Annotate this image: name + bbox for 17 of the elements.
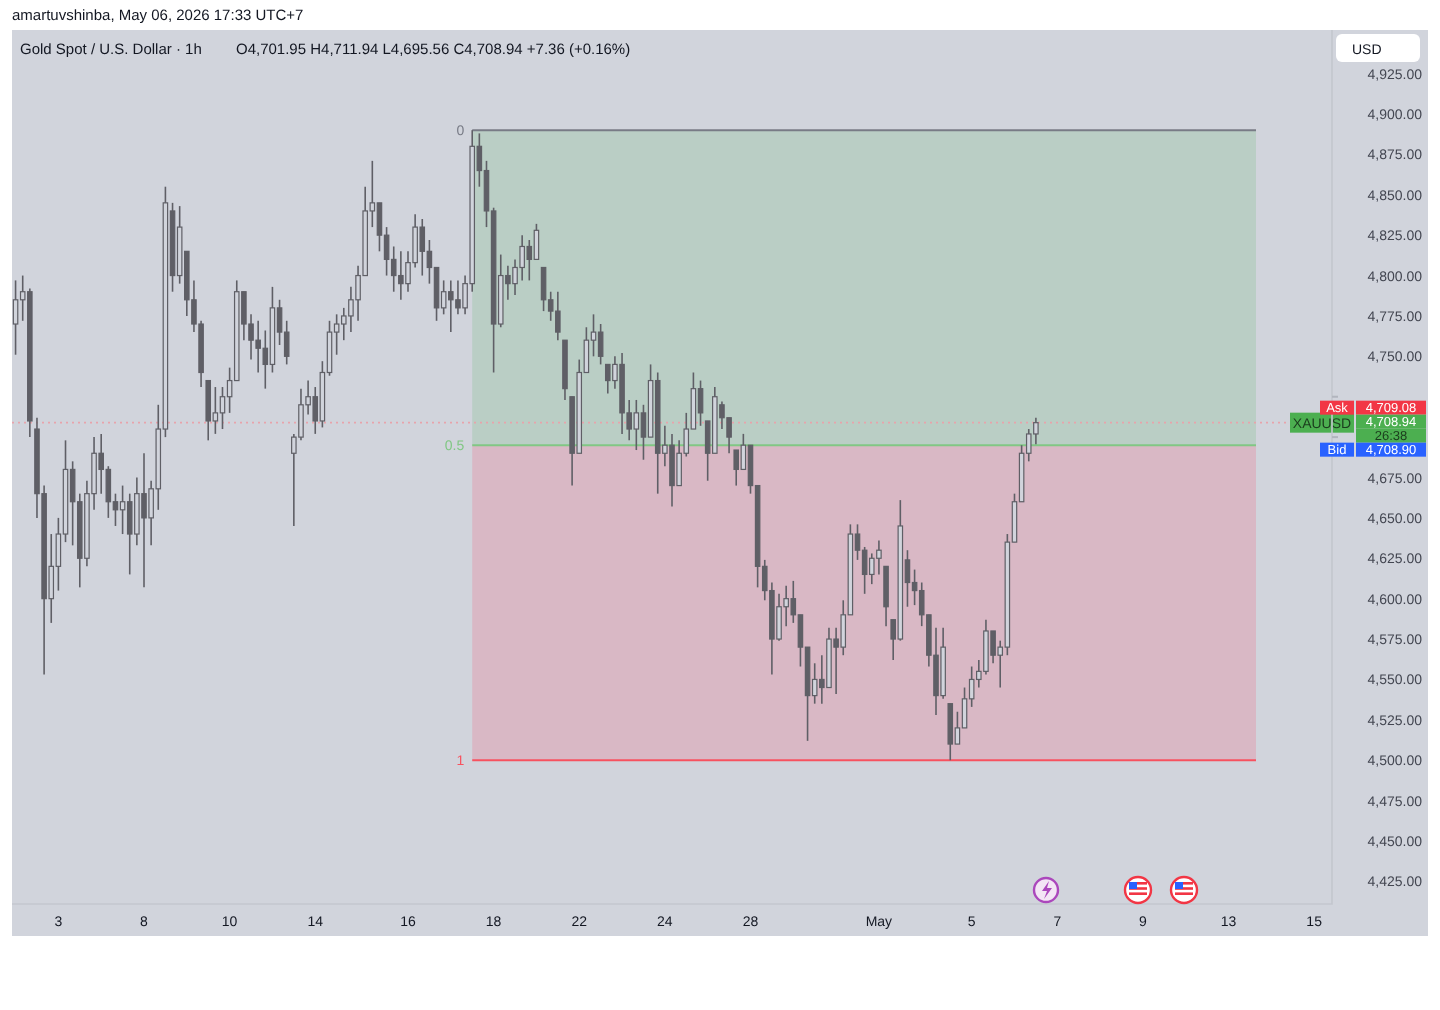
candlestick: [947, 702, 954, 762]
candlestick: [219, 386, 226, 430]
candlestick: [597, 323, 604, 366]
candlestick: [604, 363, 611, 395]
candlestick: [376, 202, 383, 253]
candlestick: [697, 379, 704, 427]
candlestick: [126, 492, 133, 576]
candlestick: [776, 593, 782, 642]
candlestick: [398, 250, 404, 301]
candlestick: [141, 452, 147, 589]
candlestick: [98, 433, 104, 495]
candlestick: [633, 399, 640, 451]
candlestick: [419, 218, 426, 277]
candlestick: [555, 290, 561, 341]
candlestick: [448, 279, 454, 333]
candlestick: [212, 386, 219, 435]
candlestick: [669, 433, 675, 508]
